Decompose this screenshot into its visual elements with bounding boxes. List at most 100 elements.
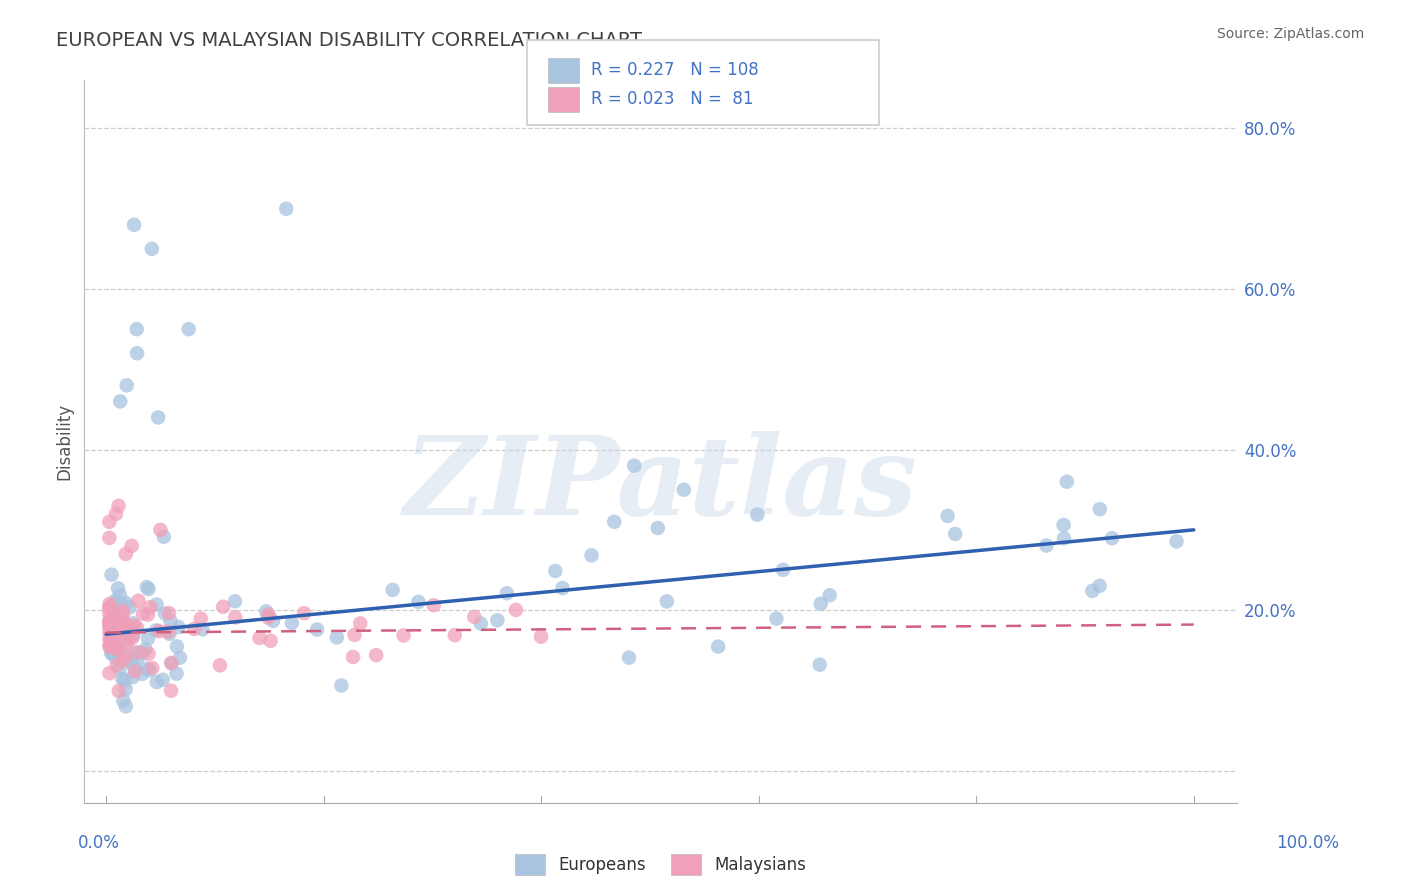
Point [104,648,127,662]
Point [153,530,176,544]
Point [100,616,122,631]
Point [117,632,139,647]
Text: 100.0%: 100.0% [1277,834,1339,852]
Point [121,539,143,553]
Point [167,620,190,634]
Point [581,549,603,563]
Point [122,627,145,641]
Point [114,699,136,714]
Text: 0.0%: 0.0% [77,834,120,852]
Point [169,650,191,665]
Legend: Europeans, Malaysians: Europeans, Malaysians [509,847,813,881]
Point [101,640,124,655]
Point [148,410,170,425]
Point [101,615,124,629]
Point [134,642,156,657]
Point [343,628,366,642]
Point [392,628,415,642]
Point [127,652,149,666]
Point [125,346,148,360]
Point [810,597,832,611]
Point [139,600,162,615]
Point [131,646,153,660]
Point [100,647,122,661]
Point [104,640,127,655]
Point [98,629,121,643]
Point [108,662,131,676]
Point [101,624,124,638]
Point [623,458,645,473]
Point [149,523,172,537]
Point [166,666,188,681]
Point [281,615,304,630]
Text: R = 0.227   N = 108: R = 0.227 N = 108 [591,62,758,79]
Point [145,598,167,612]
Point [366,648,388,662]
Point [330,678,353,692]
Point [145,624,167,638]
Point [117,624,139,638]
Point [177,322,200,336]
Point [115,596,138,610]
Point [98,632,121,647]
Point [110,613,132,627]
Point [98,515,121,529]
Point [212,599,235,614]
Point [131,666,153,681]
Point [111,604,134,618]
Point [326,630,349,644]
Point [98,597,121,611]
Point [122,616,145,631]
Point [152,673,174,687]
Point [647,521,669,535]
Point [136,607,159,622]
Point [110,394,132,409]
Point [257,607,280,622]
Point [617,650,640,665]
Point [103,630,125,644]
Point [160,683,183,698]
Point [110,616,132,631]
Point [100,637,122,651]
Point [808,657,831,672]
Point [124,665,146,679]
Point [672,483,695,497]
Point [160,657,183,671]
Point [936,508,959,523]
Point [765,612,787,626]
Point [135,662,157,676]
Point [104,615,127,630]
Point [98,614,121,628]
Point [121,631,143,645]
Point [114,648,136,663]
Point [124,645,146,659]
Point [342,650,364,665]
Point [98,607,121,621]
Point [111,645,134,659]
Text: R = 0.023   N =  81: R = 0.023 N = 81 [591,90,754,108]
Point [98,600,121,615]
Point [103,607,125,622]
Point [191,623,214,637]
Point [1088,579,1111,593]
Point [135,580,157,594]
Point [463,610,485,624]
Text: EUROPEAN VS MALAYSIAN DISABILITY CORRELATION CHART: EUROPEAN VS MALAYSIAN DISABILITY CORRELA… [56,31,643,50]
Text: Source: ZipAtlas.com: Source: ZipAtlas.com [1216,27,1364,41]
Point [505,603,527,617]
Point [224,594,246,608]
Point [408,595,430,609]
Point [98,614,121,628]
Point [120,654,142,668]
Point [1088,502,1111,516]
Point [190,611,212,625]
Point [110,633,132,648]
Point [121,670,143,684]
Point [262,614,284,628]
Point [105,642,128,657]
Point [122,618,145,632]
Point [249,631,271,645]
Point [943,527,966,541]
Point [100,632,122,646]
Point [603,515,626,529]
